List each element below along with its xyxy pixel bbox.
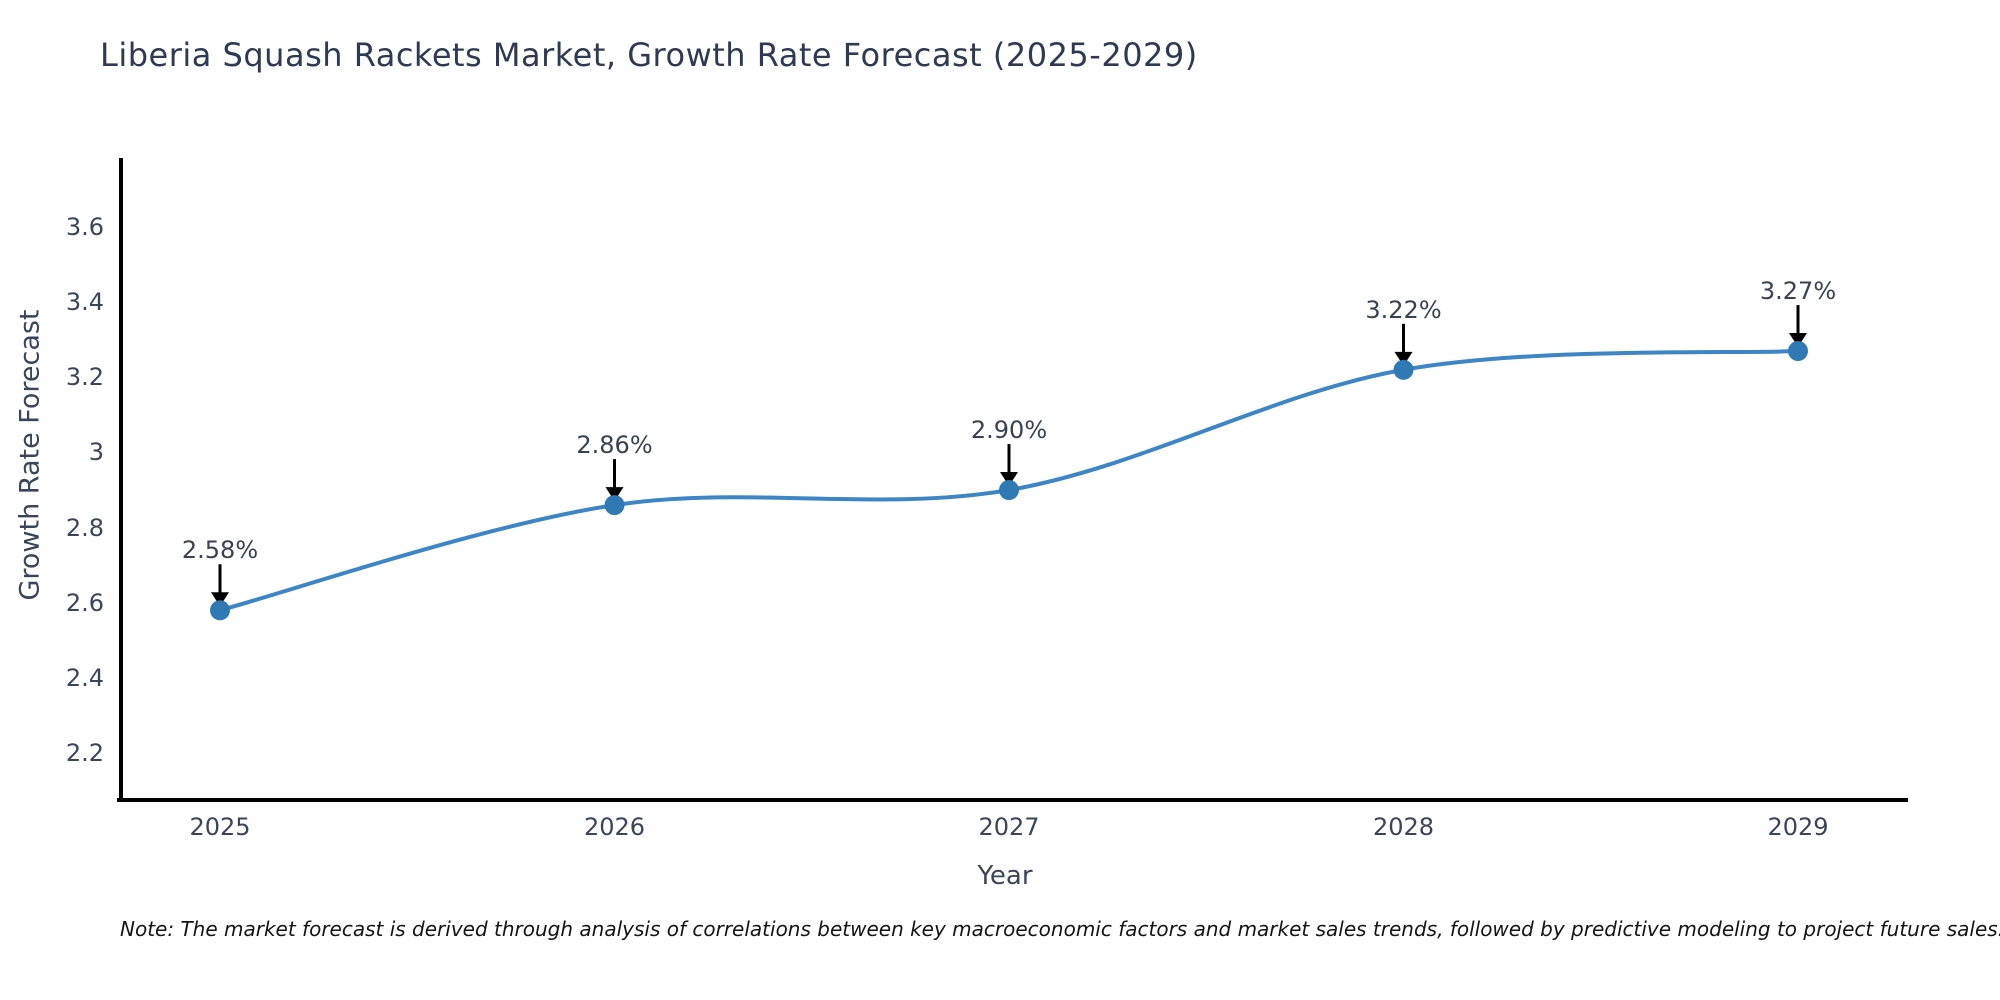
- x-tick-label: 2025: [189, 813, 251, 841]
- y-tick-label: 3.4: [65, 288, 104, 317]
- y-tick-label: 3.6: [65, 213, 104, 242]
- data-point-marker: [210, 600, 230, 621]
- data-point-value-label: 3.22%: [1365, 295, 1442, 324]
- x-tick-label: 2029: [1767, 813, 1829, 841]
- data-point-marker: [1393, 359, 1414, 380]
- data-point-value-label: 2.90%: [970, 416, 1048, 445]
- x-tick-label: 2028: [1372, 813, 1435, 841]
- annotation-arrowhead-icon: [1789, 333, 1807, 348]
- y-tick-label: 3.2: [65, 363, 104, 392]
- data-point-value-label: 2.58%: [181, 536, 259, 565]
- annotation-arrowhead-icon: [605, 487, 624, 502]
- annotation-arrowhead-icon: [1000, 472, 1018, 487]
- x-tick-label: 2026: [583, 813, 646, 841]
- y-tick-label: 2.2: [65, 739, 104, 768]
- x-axis-title: Year: [977, 861, 1033, 891]
- y-tick-label: 2.8: [65, 513, 104, 542]
- data-point-value-label: 2.86%: [576, 431, 653, 460]
- y-axis-title: Growth Rate Forecast: [14, 309, 46, 601]
- footnote: Note: The market forecast is derived thr…: [120, 917, 2000, 941]
- annotation-arrowhead-icon: [1394, 351, 1413, 366]
- annotation-arrowhead-icon: [211, 592, 229, 607]
- data-point-marker: [1788, 341, 1808, 362]
- data-point-marker: [999, 480, 1019, 501]
- y-tick-label: 2.4: [65, 663, 104, 692]
- y-tick-label: 2.6: [65, 588, 104, 617]
- annotation-arrows: [211, 305, 1807, 607]
- data-markers: [210, 341, 1808, 621]
- chart-title: Liberia Squash Rackets Market, Growth Ra…: [100, 36, 1198, 74]
- data-point-marker: [604, 495, 625, 516]
- y-tick-label: 3: [88, 438, 104, 467]
- data-point-value-label: 3.27%: [1759, 277, 1837, 306]
- x-tick-label: 2027: [978, 813, 1040, 841]
